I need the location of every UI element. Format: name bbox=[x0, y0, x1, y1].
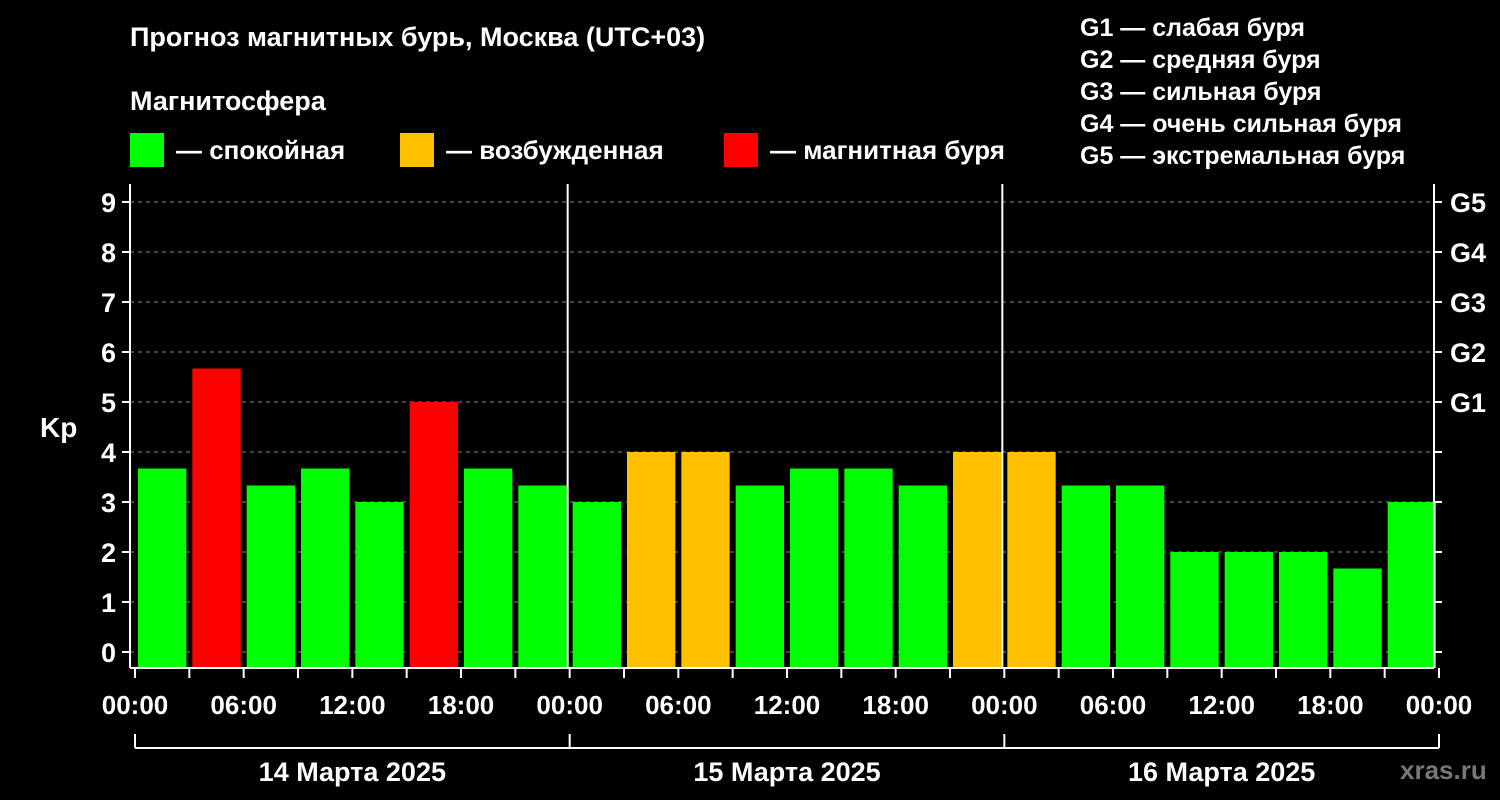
g-level-label: G3 bbox=[1450, 288, 1486, 318]
x-tick-label: 18:00 bbox=[428, 690, 495, 720]
bar bbox=[518, 485, 567, 668]
bar bbox=[681, 452, 730, 668]
g-level-label: G2 bbox=[1450, 338, 1486, 368]
watermark: xras.ru bbox=[1400, 755, 1487, 785]
bar bbox=[1116, 485, 1165, 668]
x-tick-label: 12:00 bbox=[1188, 690, 1255, 720]
legend-item-active: — возбужденная bbox=[400, 133, 664, 167]
x-tick-label: 06:00 bbox=[645, 690, 712, 720]
legend-swatch-storm bbox=[724, 133, 758, 167]
y-tick-label: 8 bbox=[101, 238, 116, 268]
bar bbox=[1170, 552, 1219, 668]
g-scale-g5: G5 — экстремальная буря bbox=[1080, 142, 1406, 170]
bar bbox=[192, 368, 241, 668]
g-scale-g2: G2 — средняя буря bbox=[1080, 46, 1321, 74]
x-tick-label: 00:00 bbox=[971, 690, 1038, 720]
bar bbox=[898, 485, 947, 668]
legend-label-active: — возбужденная bbox=[446, 134, 664, 165]
x-tick-label: 18:00 bbox=[862, 690, 929, 720]
legend-item-quiet: — спокойная bbox=[130, 133, 345, 167]
bar bbox=[844, 468, 893, 668]
bar bbox=[953, 452, 1002, 668]
g-level-label: G1 bbox=[1450, 388, 1486, 418]
g-scale-list: G1 — слабая буря G2 — средняя буря G3 — … bbox=[1080, 12, 1405, 172]
legend-label-quiet: — спокойная bbox=[176, 134, 346, 165]
y-tick-label: 0 bbox=[101, 638, 116, 668]
x-tick-label: 00:00 bbox=[102, 690, 169, 720]
bar bbox=[735, 485, 784, 668]
bar bbox=[138, 468, 187, 668]
legend-label-storm: — магнитная буря bbox=[770, 134, 1005, 165]
bar bbox=[409, 402, 458, 668]
bar bbox=[1224, 552, 1273, 668]
day-label: 15 Марта 2025 bbox=[693, 757, 880, 787]
bar bbox=[1333, 568, 1382, 668]
legend-item-storm: — магнитная буря bbox=[724, 133, 1005, 167]
bar bbox=[1387, 502, 1436, 668]
g-level-label: G4 bbox=[1450, 238, 1486, 268]
bar bbox=[464, 468, 513, 668]
x-tick-label: 12:00 bbox=[754, 690, 821, 720]
y-axis-label: Kp bbox=[40, 412, 78, 443]
legend-swatch-active bbox=[400, 133, 434, 167]
x-tick-label: 00:00 bbox=[536, 690, 603, 720]
bar bbox=[1007, 452, 1056, 668]
y-tick-label: 2 bbox=[101, 538, 116, 568]
x-tick-label: 06:00 bbox=[210, 690, 277, 720]
g-scale-g1: G1 — слабая буря bbox=[1080, 14, 1306, 42]
y-tick-label: 3 bbox=[101, 488, 116, 518]
bar bbox=[355, 502, 404, 668]
day-label: 16 Марта 2025 bbox=[1128, 757, 1315, 787]
bar bbox=[790, 468, 839, 668]
x-tick-label: 06:00 bbox=[1080, 690, 1147, 720]
bar bbox=[1279, 552, 1328, 668]
g-scale-g4: G4 — очень сильная буря bbox=[1080, 110, 1402, 138]
y-tick-label: 1 bbox=[101, 588, 116, 618]
y-tick-label: 4 bbox=[101, 438, 116, 468]
chart-title: Прогноз магнитных бурь, Москва (UTC+03) bbox=[130, 22, 706, 52]
y-tick-label: 7 bbox=[101, 288, 116, 318]
y-tick-label: 6 bbox=[101, 338, 116, 368]
y-tick-label: 9 bbox=[101, 188, 116, 218]
x-tick-label: 18:00 bbox=[1297, 690, 1364, 720]
bar bbox=[1061, 485, 1110, 668]
bar bbox=[627, 452, 676, 668]
g-level-label: G5 bbox=[1450, 188, 1486, 218]
day-label: 14 Марта 2025 bbox=[259, 757, 446, 787]
magnetosphere-label: Магнитосфера bbox=[130, 86, 326, 116]
bar bbox=[572, 502, 621, 668]
bar bbox=[246, 485, 295, 668]
y-tick-label: 5 bbox=[101, 388, 116, 418]
legend-swatch-quiet bbox=[130, 133, 164, 167]
g-scale-g3: G3 — сильная буря bbox=[1080, 78, 1322, 106]
bar bbox=[301, 468, 350, 668]
x-tick-label: 00:00 bbox=[1406, 690, 1473, 720]
x-tick-label: 12:00 bbox=[319, 690, 386, 720]
